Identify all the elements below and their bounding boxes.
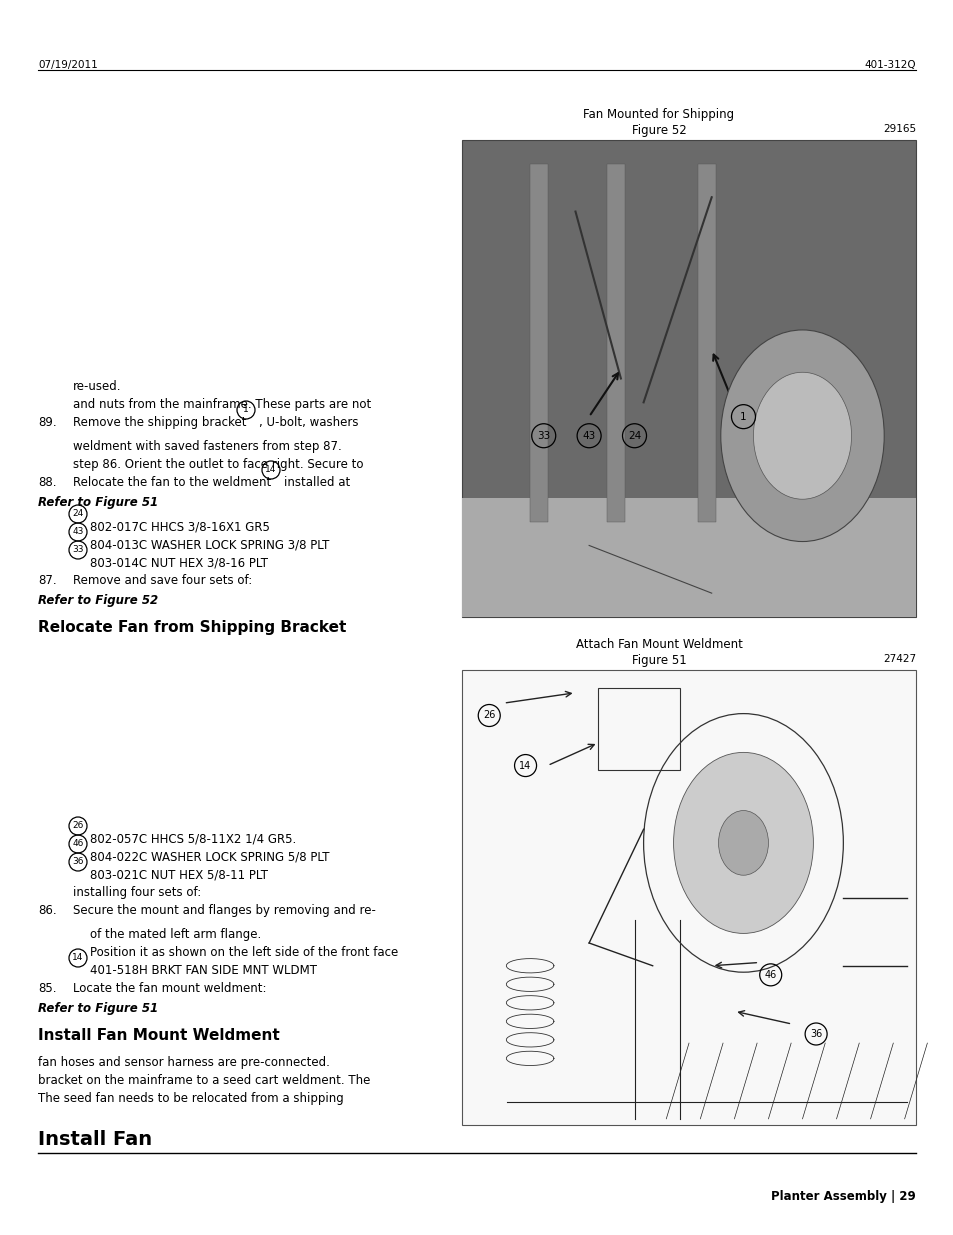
- Text: Install Fan Mount Weldment: Install Fan Mount Weldment: [38, 1028, 279, 1044]
- Text: Remove the shipping bracket: Remove the shipping bracket: [73, 416, 246, 429]
- Bar: [698, 164, 716, 521]
- Text: 36: 36: [809, 1029, 821, 1039]
- Circle shape: [753, 372, 851, 499]
- Text: 804-013C WASHER LOCK SPRING 3/8 PLT: 804-013C WASHER LOCK SPRING 3/8 PLT: [90, 538, 329, 551]
- Bar: [461, 140, 915, 618]
- Text: bracket on the mainframe to a seed cart weldment. The: bracket on the mainframe to a seed cart …: [38, 1074, 370, 1087]
- Text: Attach Fan Mount Weldment: Attach Fan Mount Weldment: [575, 638, 741, 651]
- Text: 27427: 27427: [882, 655, 915, 664]
- Text: Refer to Figure 51: Refer to Figure 51: [38, 1002, 158, 1015]
- Text: Relocate Fan from Shipping Bracket: Relocate Fan from Shipping Bracket: [38, 620, 346, 635]
- Text: 14: 14: [518, 761, 531, 771]
- Text: 46: 46: [72, 840, 84, 848]
- Circle shape: [673, 752, 813, 934]
- Text: 26: 26: [72, 821, 84, 830]
- Text: 33: 33: [537, 431, 550, 441]
- Text: fan hoses and sensor harness are pre-connected.: fan hoses and sensor harness are pre-con…: [38, 1056, 330, 1070]
- Text: Planter Assembly | 29: Planter Assembly | 29: [770, 1191, 915, 1203]
- Bar: [461, 498, 915, 618]
- Text: re-used.: re-used.: [73, 380, 121, 393]
- Text: 24: 24: [627, 431, 640, 441]
- Text: weldment with saved fasteners from step 87.: weldment with saved fasteners from step …: [73, 440, 341, 453]
- Text: 29165: 29165: [882, 124, 915, 135]
- Text: 1: 1: [740, 411, 746, 421]
- Text: 14: 14: [265, 466, 276, 474]
- Text: of the mated left arm flange.: of the mated left arm flange.: [90, 927, 261, 941]
- Text: 802-057C HHCS 5/8-11X2 1/4 GR5.: 802-057C HHCS 5/8-11X2 1/4 GR5.: [90, 832, 296, 845]
- Text: 87.: 87.: [38, 574, 56, 587]
- Text: 401-312Q: 401-312Q: [863, 61, 915, 70]
- Text: 33: 33: [72, 546, 84, 555]
- Text: Remove and save four sets of:: Remove and save four sets of:: [73, 574, 252, 587]
- Text: Secure the mount and flanges by removing and re-: Secure the mount and flanges by removing…: [73, 904, 375, 918]
- Text: installing four sets of:: installing four sets of:: [73, 885, 201, 899]
- Text: step 86. Orient the outlet to face right. Secure to: step 86. Orient the outlet to face right…: [73, 458, 363, 471]
- Text: Relocate the fan to the weldment: Relocate the fan to the weldment: [73, 475, 271, 489]
- Bar: [598, 688, 679, 771]
- Text: 43: 43: [72, 527, 84, 536]
- Text: Position it as shown on the left side of the front face: Position it as shown on the left side of…: [90, 946, 397, 960]
- Text: 43: 43: [582, 431, 595, 441]
- Bar: [461, 671, 915, 1125]
- Bar: [530, 164, 548, 521]
- Text: 46: 46: [763, 969, 776, 979]
- Text: 1: 1: [243, 405, 249, 415]
- Text: Fan Mounted for Shipping: Fan Mounted for Shipping: [583, 107, 734, 121]
- Text: Install Fan: Install Fan: [38, 1130, 152, 1149]
- Text: The seed fan needs to be relocated from a shipping: The seed fan needs to be relocated from …: [38, 1092, 343, 1105]
- Text: Locate the fan mount weldment:: Locate the fan mount weldment:: [73, 982, 266, 995]
- Text: Figure 51: Figure 51: [631, 655, 685, 667]
- Text: 26: 26: [482, 710, 495, 720]
- Text: Figure 52: Figure 52: [631, 124, 685, 137]
- Text: installed at: installed at: [284, 475, 350, 489]
- Text: and nuts from the mainframe. These parts are not: and nuts from the mainframe. These parts…: [73, 398, 371, 411]
- Text: 803-021C NUT HEX 5/8-11 PLT: 803-021C NUT HEX 5/8-11 PLT: [90, 868, 268, 881]
- Text: 88.: 88.: [38, 475, 56, 489]
- Text: 36: 36: [72, 857, 84, 867]
- Text: 804-022C WASHER LOCK SPRING 5/8 PLT: 804-022C WASHER LOCK SPRING 5/8 PLT: [90, 850, 329, 863]
- Text: 86.: 86.: [38, 904, 56, 918]
- Text: 802-017C HHCS 3/8-16X1 GR5: 802-017C HHCS 3/8-16X1 GR5: [90, 520, 270, 534]
- Text: 07/19/2011: 07/19/2011: [38, 61, 97, 70]
- Text: , U-bolt, washers: , U-bolt, washers: [258, 416, 358, 429]
- Text: 14: 14: [72, 953, 84, 962]
- Text: 85.: 85.: [38, 982, 56, 995]
- Bar: [607, 164, 625, 521]
- Text: 24: 24: [72, 510, 84, 519]
- Text: Refer to Figure 51: Refer to Figure 51: [38, 496, 158, 509]
- Circle shape: [718, 810, 768, 876]
- Text: 803-014C NUT HEX 3/8-16 PLT: 803-014C NUT HEX 3/8-16 PLT: [90, 556, 268, 569]
- Text: 89.: 89.: [38, 416, 56, 429]
- Circle shape: [720, 330, 883, 541]
- Text: Refer to Figure 52: Refer to Figure 52: [38, 594, 158, 606]
- Text: 401-518H BRKT FAN SIDE MNT WLDMT: 401-518H BRKT FAN SIDE MNT WLDMT: [90, 965, 316, 977]
